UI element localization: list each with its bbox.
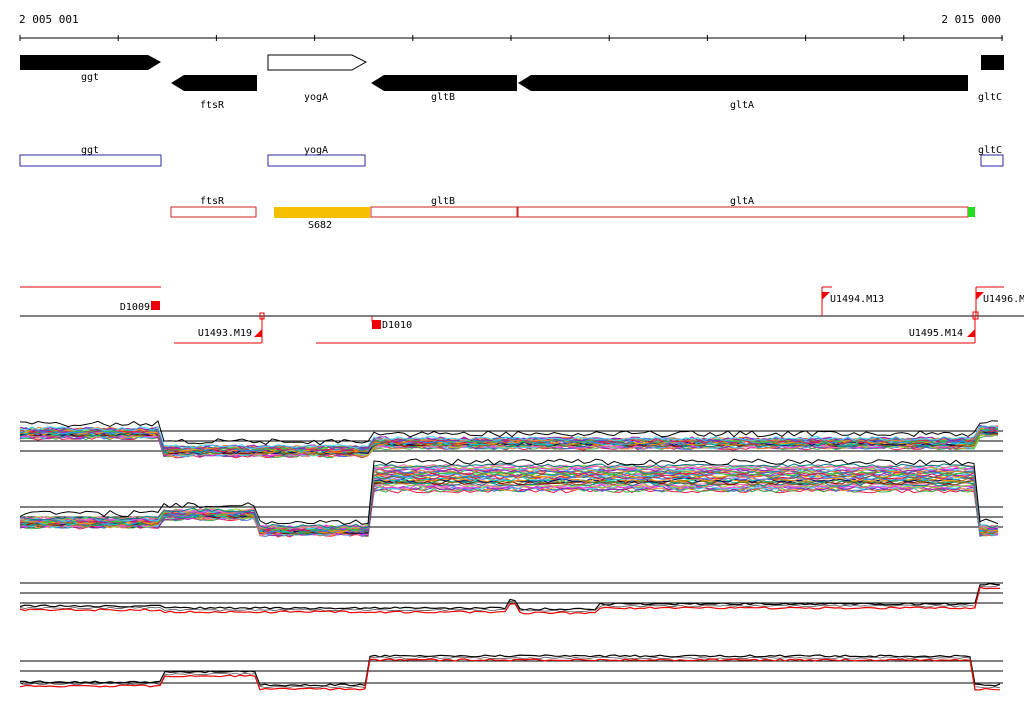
gene-arrow-gltB[interactable] [371, 75, 517, 91]
reverse-feature-track: ftsR S682 gltB gltA [170, 196, 975, 231]
forward-feature-gltC[interactable] [980, 154, 1004, 167]
promoter-marker-D1009[interactable] [151, 301, 160, 310]
forward-feature-label-ggt: ggt [81, 145, 99, 156]
gene-label-gltC: gltC [978, 92, 1002, 103]
gene-label-ftsR: ftsR [200, 100, 225, 111]
forward-feature-label-gltC: gltC [978, 145, 1002, 156]
summary-line [19, 586, 1001, 615]
start-codon-marker [968, 207, 975, 217]
position-ruler: 2 005 001 2 015 000 [19, 13, 1003, 41]
expression-line [19, 463, 999, 529]
expression-line-max [19, 420, 999, 446]
summary-line [19, 584, 1001, 613]
ruler-ticks [19, 35, 1003, 41]
expression-line [19, 425, 999, 449]
ruler-start-label: 2 005 001 [19, 13, 79, 26]
ruler-end-label: 2 015 000 [941, 13, 1001, 26]
gene-label-yogA: yogA [304, 92, 328, 103]
expression-line [19, 480, 999, 535]
forward-feature-label-yogA: yogA [304, 145, 328, 156]
expression-track-reverse [19, 458, 1003, 538]
forward-feature-track: ggt yogA gltC [19, 145, 1004, 167]
forward-feature-ggt[interactable] [19, 154, 162, 167]
reverse-feature-label-S682: S682 [308, 220, 332, 231]
forward-feature-yogA[interactable] [267, 154, 366, 167]
expression-line [19, 473, 999, 533]
promoter-label-U1493: U1493.M19 [198, 328, 252, 339]
promoter-label-U1495: U1495.M14 [909, 328, 963, 339]
reverse-feature-label-ftsR: ftsR [200, 196, 225, 207]
gene-label-gltB: gltB [431, 92, 455, 103]
expression-line [19, 463, 999, 530]
promoter-marker-D1010[interactable] [372, 320, 381, 329]
promoter-track: D1009 U1494.M13 U1496.M U1493.M19 D1010 … [20, 286, 1024, 344]
gene-label-gltA: gltA [730, 100, 754, 111]
summary-line [19, 658, 1001, 691]
summary-line [19, 582, 1001, 611]
summary-line [19, 656, 1001, 689]
expression-line-max [19, 458, 999, 525]
gene-arrow-gltC[interactable] [981, 55, 1004, 70]
terminator-marker-2 [259, 312, 265, 320]
summary-line [20, 654, 1001, 687]
gene-arrow-yogA[interactable] [267, 54, 368, 71]
reverse-feature-label-gltA: gltA [730, 196, 754, 207]
promoter-marker-U1495[interactable] [967, 329, 975, 337]
expression-line [19, 424, 999, 450]
promoter-marker-U1494[interactable] [822, 292, 830, 300]
gene-arrow-ggt[interactable] [20, 55, 161, 70]
gene-track: ggt ftsR yogA gltB gltA gltC [20, 54, 1004, 111]
promoter-label-U1496: U1496.M [983, 294, 1024, 305]
reverse-feature-ftsR[interactable] [170, 206, 257, 218]
gene-label-ggt: ggt [81, 72, 99, 83]
expression-summary-forward [19, 582, 1003, 615]
promoter-label-U1494: U1494.M13 [830, 294, 884, 305]
reverse-feature-label-gltB: gltB [431, 196, 455, 207]
gene-arrow-gltA[interactable] [518, 75, 968, 91]
promoter-label-D1010: D1010 [382, 320, 412, 331]
promoter-marker-U1493[interactable] [254, 329, 262, 337]
gene-arrow-ftsR[interactable] [171, 75, 257, 91]
reverse-feature-gltB[interactable] [370, 206, 518, 218]
reverse-feature-gltA[interactable] [517, 206, 969, 218]
expression-track-forward [19, 420, 1003, 459]
expression-summary-reverse [19, 654, 1003, 691]
reverse-feature-S682[interactable] [274, 207, 370, 218]
promoter-marker-U1496[interactable] [976, 292, 984, 300]
promoter-label-D1009: D1009 [120, 302, 150, 313]
